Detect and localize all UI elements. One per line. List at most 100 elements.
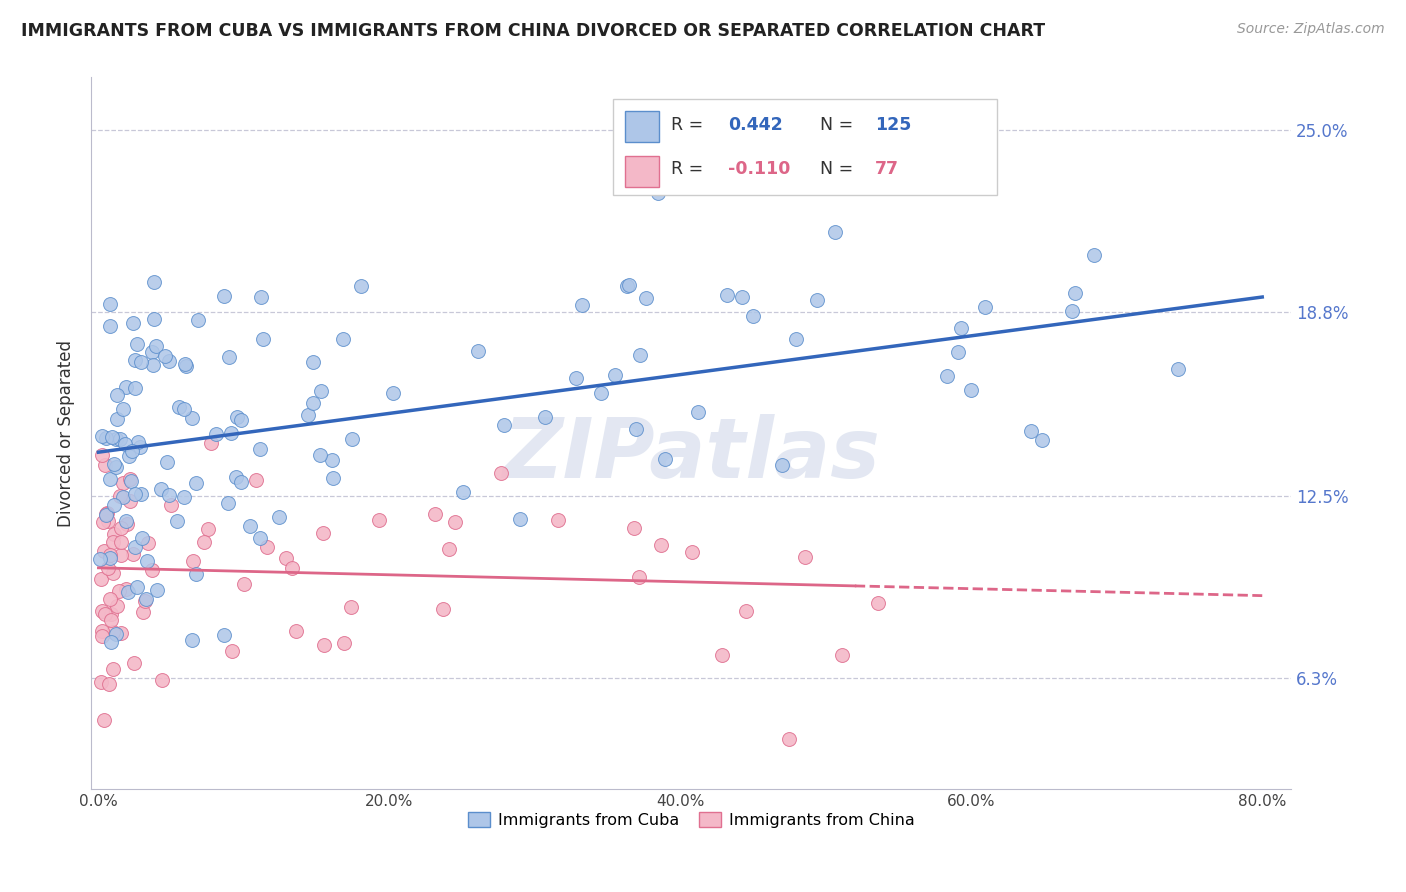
Point — [591, 386, 613, 401]
Point — [114, 437, 136, 451]
Point — [214, 628, 236, 642]
Point — [94, 508, 117, 522]
Point — [432, 602, 454, 616]
Point — [547, 513, 569, 527]
Point — [533, 409, 555, 424]
Point — [97, 560, 120, 574]
Point — [650, 538, 672, 552]
Point — [105, 599, 128, 614]
Point — [688, 405, 710, 419]
Point — [1031, 433, 1053, 447]
Point — [949, 321, 972, 335]
Point — [124, 540, 146, 554]
Point — [794, 550, 817, 565]
Point — [120, 474, 142, 488]
Point — [1167, 362, 1189, 376]
Point — [97, 677, 120, 691]
Point — [281, 561, 304, 575]
Point — [302, 396, 325, 410]
Point — [221, 644, 243, 658]
Text: 77: 77 — [875, 160, 898, 178]
Point — [159, 498, 181, 512]
Point — [333, 636, 356, 650]
Point — [1019, 424, 1042, 438]
Point — [509, 512, 531, 526]
Point — [149, 482, 172, 496]
Point — [100, 635, 122, 649]
Point — [181, 553, 204, 567]
Point — [382, 385, 405, 400]
Point — [770, 458, 793, 472]
Point — [108, 489, 131, 503]
Point — [111, 490, 134, 504]
Point — [218, 350, 240, 364]
Point — [91, 515, 114, 529]
Point — [155, 349, 177, 363]
Point — [624, 421, 647, 435]
Point — [681, 545, 703, 559]
Point — [250, 290, 273, 304]
Point — [492, 417, 515, 432]
Point — [711, 648, 734, 663]
Point — [101, 430, 124, 444]
Point — [342, 432, 364, 446]
Text: N =: N = — [808, 160, 859, 178]
Point — [312, 525, 335, 540]
Point — [309, 384, 332, 399]
Point — [619, 278, 641, 293]
FancyBboxPatch shape — [626, 111, 659, 142]
Point — [200, 436, 222, 450]
Point — [350, 278, 373, 293]
Point — [1083, 248, 1105, 262]
Point — [180, 411, 202, 425]
Point — [93, 713, 115, 727]
Point — [124, 353, 146, 368]
Point — [256, 541, 278, 555]
Point — [124, 656, 146, 670]
Point — [742, 309, 765, 323]
Point — [131, 531, 153, 545]
Point — [239, 519, 262, 533]
Point — [627, 570, 650, 584]
Point — [231, 475, 253, 490]
Point — [314, 638, 336, 652]
Point — [252, 332, 274, 346]
Point — [115, 380, 138, 394]
Point — [110, 432, 132, 446]
Point — [129, 355, 152, 369]
Point — [93, 544, 115, 558]
Point — [115, 516, 138, 531]
Point — [115, 514, 138, 528]
Point — [145, 582, 167, 597]
Point — [806, 293, 828, 307]
FancyBboxPatch shape — [626, 156, 659, 187]
Point — [444, 516, 467, 530]
Point — [100, 607, 122, 622]
Point — [111, 476, 134, 491]
Point — [124, 381, 146, 395]
Point — [141, 345, 163, 359]
Point — [565, 371, 588, 385]
Point — [103, 662, 125, 676]
Point — [173, 490, 195, 504]
Point — [734, 604, 756, 618]
Point — [94, 458, 117, 472]
Point — [135, 592, 157, 607]
Point — [332, 332, 354, 346]
Point — [267, 509, 290, 524]
Point — [156, 455, 179, 469]
Point — [104, 627, 127, 641]
Point — [423, 507, 446, 521]
Point — [225, 470, 247, 484]
Text: 125: 125 — [875, 116, 911, 134]
Point — [127, 434, 149, 449]
Point — [89, 552, 111, 566]
Point — [90, 629, 112, 643]
Point — [103, 457, 125, 471]
Point — [127, 336, 149, 351]
Point — [173, 357, 195, 371]
Point — [107, 584, 129, 599]
Point — [647, 186, 669, 200]
Point — [103, 527, 125, 541]
Point — [93, 607, 115, 622]
